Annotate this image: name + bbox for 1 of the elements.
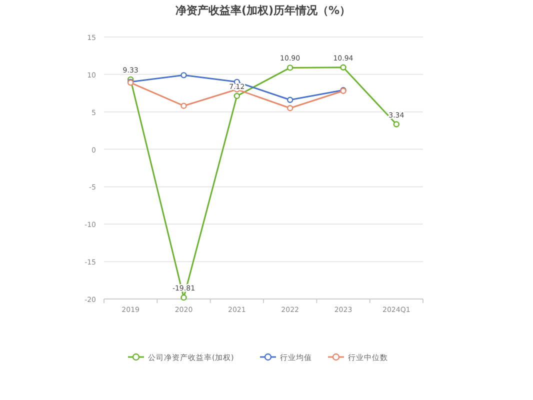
chart-title: 净资产收益率(加权)历年情况（%）	[175, 4, 351, 17]
